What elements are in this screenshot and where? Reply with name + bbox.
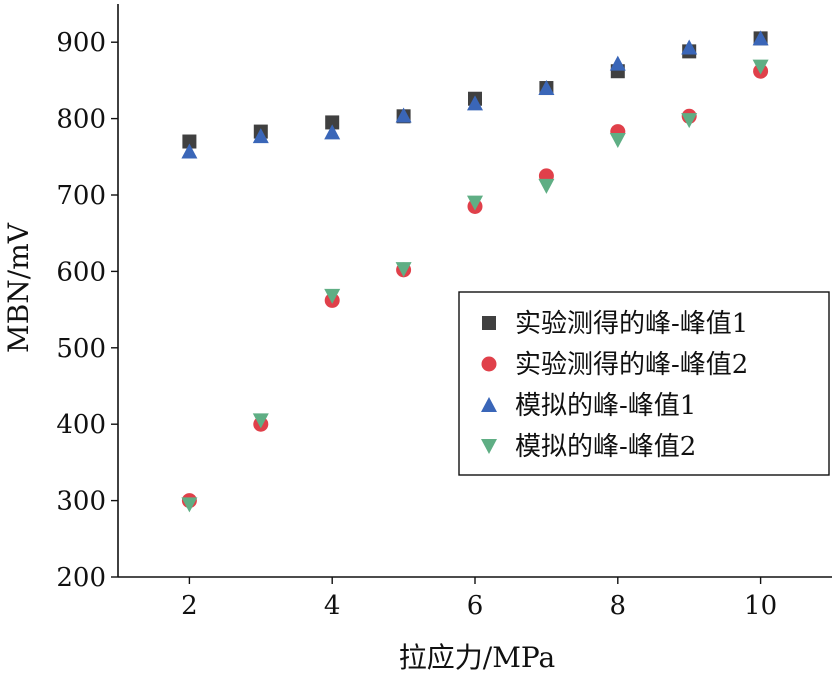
legend-item: 模拟的峰-峰值1 (481, 391, 696, 421)
legend-marker (481, 439, 497, 454)
data-point (181, 143, 198, 159)
data-point (324, 288, 341, 304)
data-point (609, 55, 626, 71)
legend-item: 模拟的峰-峰值2 (481, 432, 696, 462)
data-point (324, 124, 341, 140)
y-tick-label: 300 (56, 487, 106, 517)
data-point (752, 30, 769, 46)
data-point (395, 262, 412, 278)
legend-marker (481, 397, 497, 412)
x-axis-title: 拉应力/MPa (399, 641, 555, 674)
y-tick-label: 700 (56, 181, 106, 211)
legend-marker (481, 356, 497, 372)
data-point (681, 39, 698, 55)
data-point (252, 413, 269, 429)
series-3 (181, 30, 769, 159)
x-axis-ticks: 2 4 6 8 10 (181, 577, 777, 621)
data-points (181, 30, 769, 513)
legend-label: 实验测得的峰-峰值2 (515, 350, 748, 380)
legend: 实验测得的峰-峰值1 实验测得的峰-峰值2 模拟的峰-峰值1 模拟的峰-峰值2 (458, 291, 830, 476)
legend-label: 模拟的峰-峰值1 (515, 391, 696, 421)
x-tick-label: 8 (610, 591, 627, 621)
data-point (609, 132, 626, 148)
y-tick-label: 900 (56, 28, 106, 58)
x-tick-label: 4 (324, 591, 341, 621)
data-point (681, 113, 698, 129)
series-4 (181, 59, 769, 513)
data-point (395, 107, 412, 123)
x-tick-label: 10 (744, 591, 777, 621)
x-tick-label: 6 (467, 591, 484, 621)
data-point (325, 115, 340, 130)
data-point (467, 195, 483, 211)
data-point (752, 59, 769, 75)
data-point (252, 128, 269, 144)
axes (117, 4, 832, 578)
legend-label: 实验测得的峰-峰值1 (515, 309, 748, 339)
y-axis-title: MBN/mV (2, 222, 35, 353)
data-point (538, 178, 555, 194)
y-axis-ticks: 200 300 400 500 600 700 800 900 (56, 28, 118, 593)
legend-label: 模拟的峰-峰值2 (515, 432, 696, 462)
legend-box (458, 291, 830, 476)
data-point (467, 95, 483, 111)
legend-marker (482, 316, 496, 330)
y-tick-label: 400 (56, 410, 106, 440)
data-point (538, 80, 555, 96)
data-point (181, 497, 198, 513)
y-tick-label: 600 (56, 257, 106, 287)
legend-item: 实验测得的峰-峰值2 (481, 350, 748, 380)
y-tick-label: 500 (56, 334, 106, 364)
series-1 (182, 31, 768, 149)
legend-item: 实验测得的峰-峰值1 (482, 309, 748, 339)
x-tick-label: 2 (181, 591, 198, 621)
y-tick-label: 800 (56, 105, 106, 135)
data-point (182, 134, 197, 149)
y-tick-label: 200 (56, 563, 106, 593)
